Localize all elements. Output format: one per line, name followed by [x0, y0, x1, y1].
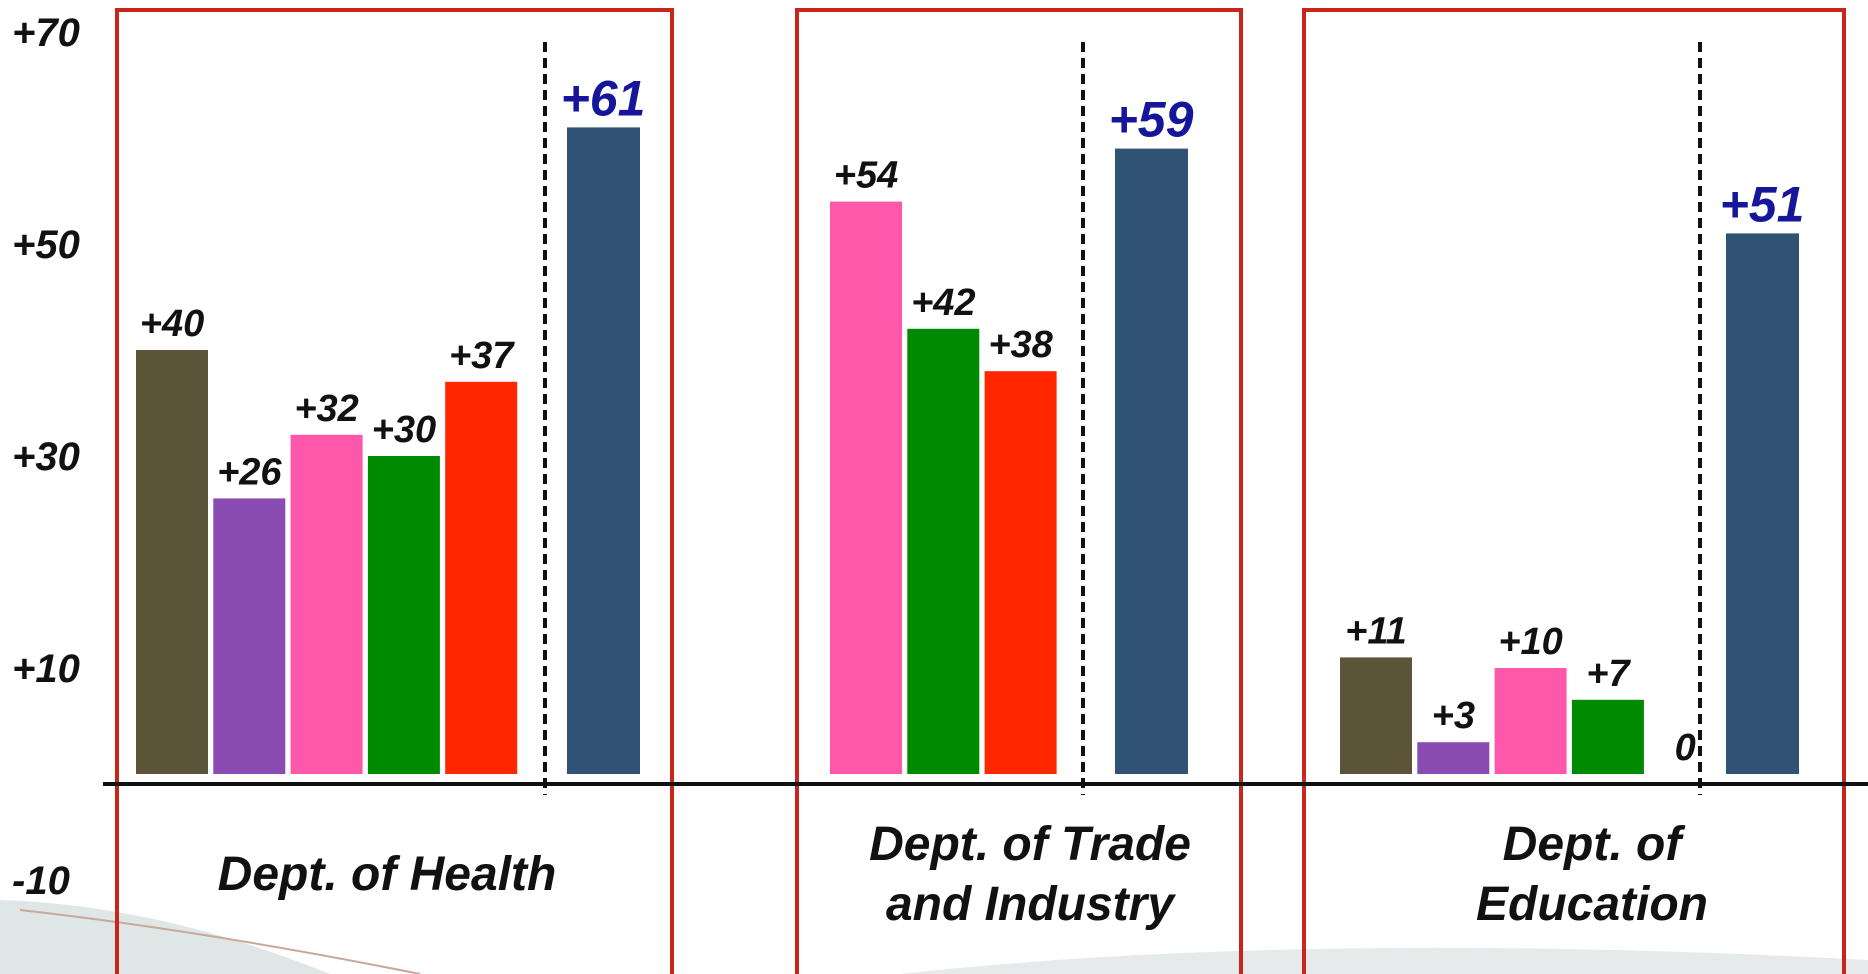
- value-label: +37: [449, 335, 515, 377]
- bar: [1417, 742, 1490, 774]
- total-bar: [1726, 233, 1799, 774]
- y-tick-label: -10: [12, 859, 70, 903]
- group-frame: [115, 8, 674, 974]
- value-label: +30: [372, 409, 436, 451]
- y-tick-label: +30: [12, 435, 80, 479]
- bar: [213, 498, 286, 774]
- group-label: Dept. of Education: [1475, 818, 1708, 931]
- bar: [984, 371, 1057, 774]
- value-label: +32: [294, 388, 358, 430]
- value-label: +11: [1345, 610, 1407, 652]
- y-tick-label: +50: [12, 223, 80, 267]
- background-swoosh: [900, 947, 1868, 974]
- total-bar: [1115, 148, 1188, 775]
- total-label: +61: [561, 70, 646, 126]
- bar: [367, 456, 440, 774]
- value-label: +42: [911, 282, 975, 324]
- value-label: 0: [1675, 727, 1696, 769]
- total-label: +59: [1109, 92, 1194, 148]
- bar: [1494, 668, 1567, 774]
- group-frame: [1302, 8, 1846, 974]
- group-label: Dept. of Health: [217, 848, 557, 901]
- bar: [136, 350, 208, 774]
- total-bar: [567, 127, 640, 774]
- group-label: Dept. of Trade and Industry: [869, 818, 1191, 931]
- value-label: +10: [1498, 621, 1562, 663]
- bar: [1340, 657, 1412, 774]
- bar: [907, 328, 980, 774]
- value-label: +3: [1432, 695, 1475, 737]
- bar: [290, 434, 363, 774]
- bar: [445, 381, 518, 774]
- value-label: +26: [217, 451, 282, 493]
- y-tick-label: +10: [12, 647, 80, 691]
- group-frame: [795, 8, 1243, 974]
- bar: [1571, 699, 1644, 774]
- value-label: +54: [834, 155, 898, 197]
- value-label: +38: [988, 324, 1053, 366]
- bar: [830, 201, 902, 775]
- value-label: +7: [1586, 653, 1631, 695]
- total-label: +51: [1720, 176, 1805, 232]
- background-swoosh: [19, 909, 421, 974]
- value-label: +40: [140, 303, 204, 345]
- y-tick-label: +70: [12, 11, 80, 55]
